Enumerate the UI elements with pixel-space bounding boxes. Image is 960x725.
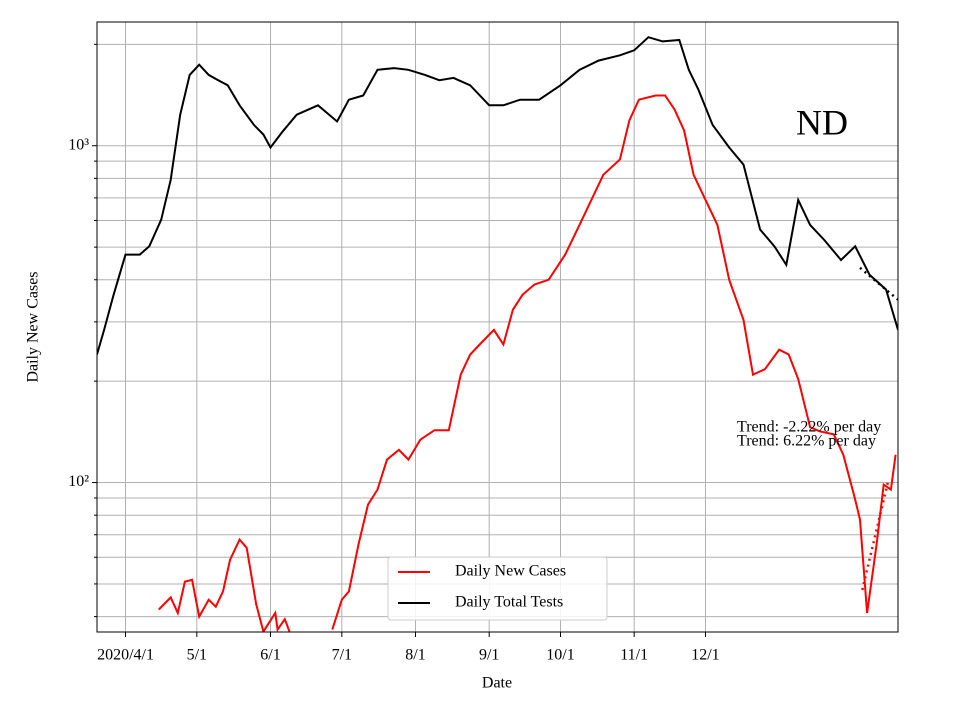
trend-line [859,266,898,301]
y-tick-label: 10³ [68,136,89,153]
x-tick-label: 5/1 [187,647,207,664]
x-tick-label: 2020/4/1 [97,647,154,664]
annotation: ND [796,102,848,142]
x-axis-label: Date [482,675,512,692]
x-tick-label: 10/1 [546,647,574,664]
series-line [97,36,898,355]
y-axis-label: Daily New Cases [25,271,42,382]
trend-line [861,479,890,591]
legend: Daily New Cases Daily Total Tests [387,556,608,621]
legend-box [387,556,608,621]
legend-label: Daily Total Tests [455,594,563,611]
legend-label: Daily New Cases [455,563,566,580]
x-tick-label: 7/1 [332,647,352,664]
grid [97,22,898,632]
x-tick-label: 11/1 [620,647,648,664]
x-tick-label: 6/1 [260,647,280,664]
x-tick-label: 9/1 [479,647,499,664]
trend-label: Trend: 6.22% per day [737,433,876,450]
x-tick-label: 8/1 [405,647,425,664]
trend-label: Trend: -2.22% per day [737,419,881,436]
series-line [158,94,897,632]
y-tick-label: 10² [68,473,89,490]
x-tick-label: 12/1 [691,647,719,664]
plot-area [97,36,898,632]
axes-frame [96,21,899,633]
